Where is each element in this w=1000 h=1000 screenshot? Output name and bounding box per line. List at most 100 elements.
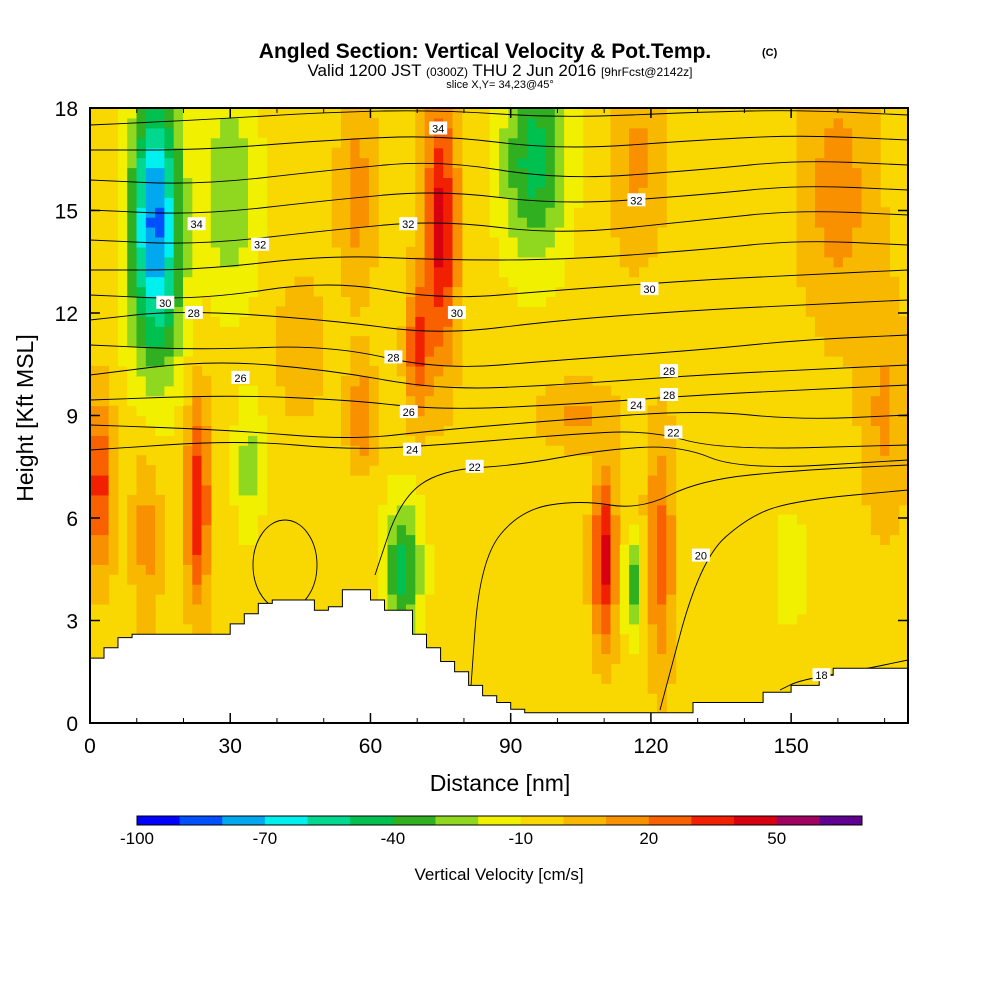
velocity-cell xyxy=(90,554,100,565)
velocity-cell xyxy=(861,137,872,149)
velocity-cell xyxy=(238,286,249,297)
velocity-cell xyxy=(647,594,658,605)
velocity-cell xyxy=(861,316,872,327)
velocity-cell xyxy=(220,237,230,248)
velocity-cell xyxy=(545,286,556,297)
velocity-cell xyxy=(192,574,203,585)
velocity-cell xyxy=(210,227,221,238)
velocity-cell xyxy=(192,157,203,169)
velocity-cell xyxy=(90,445,100,456)
velocity-cell xyxy=(424,425,435,436)
velocity-cell xyxy=(647,574,658,585)
velocity-cell xyxy=(861,395,872,407)
velocity-cell xyxy=(601,405,612,417)
velocity-cell xyxy=(164,415,175,426)
velocity-cell xyxy=(117,286,128,297)
velocity-cell xyxy=(787,564,798,575)
velocity-cell xyxy=(852,197,863,208)
velocity-cell xyxy=(406,346,416,357)
velocity-cell xyxy=(647,643,658,655)
velocity-cell xyxy=(248,177,258,188)
velocity-cell xyxy=(870,187,881,198)
velocity-cell xyxy=(805,246,816,258)
velocity-cell xyxy=(155,544,165,555)
velocity-cell xyxy=(201,554,212,565)
velocity-cell xyxy=(359,385,370,397)
velocity-cell xyxy=(127,256,138,268)
velocity-cell xyxy=(359,117,370,129)
velocity-cell xyxy=(415,395,426,407)
velocity-cell xyxy=(889,375,900,387)
velocity-cell xyxy=(657,504,667,516)
velocity-cell xyxy=(285,286,296,297)
velocity-cell xyxy=(657,524,667,536)
velocity-cell xyxy=(257,435,268,446)
velocity-cell xyxy=(183,445,193,456)
velocity-cell xyxy=(415,276,426,288)
velocity-cell xyxy=(248,494,258,506)
velocity-cell xyxy=(192,494,203,506)
velocity-cell xyxy=(861,306,872,317)
velocity-cell xyxy=(870,266,881,278)
velocity-cell xyxy=(647,663,658,674)
velocity-cell xyxy=(880,455,890,466)
velocity-cell xyxy=(192,127,203,139)
velocity-cell xyxy=(117,266,128,278)
velocity-cell xyxy=(554,385,565,397)
velocity-cell xyxy=(350,137,361,149)
velocity-cell xyxy=(415,514,426,526)
velocity-cell xyxy=(880,504,890,516)
velocity-cell xyxy=(647,187,658,198)
velocity-cell xyxy=(90,375,100,387)
velocity-cell xyxy=(164,187,175,198)
velocity-cell xyxy=(898,316,908,327)
velocity-cell xyxy=(805,137,816,149)
velocity-cell xyxy=(545,425,556,436)
velocity-cell xyxy=(303,405,314,417)
velocity-cell xyxy=(787,574,798,585)
velocity-cell xyxy=(852,356,863,367)
velocity-cell xyxy=(108,405,119,417)
velocity-cell xyxy=(136,157,147,169)
velocity-cell xyxy=(564,207,574,218)
velocity-cell xyxy=(815,256,825,268)
velocity-cell xyxy=(629,177,639,188)
velocity-cell xyxy=(526,256,537,268)
velocity-cell xyxy=(564,177,574,188)
velocity-cell xyxy=(145,534,156,545)
velocity-cell xyxy=(183,207,193,218)
velocity-cell xyxy=(238,207,249,218)
velocity-cell xyxy=(248,445,258,456)
velocity-cell xyxy=(842,217,853,228)
velocity-cell xyxy=(117,207,128,218)
velocity-cell xyxy=(155,207,165,218)
velocity-cell xyxy=(499,117,509,129)
velocity-cell xyxy=(99,395,110,407)
contour-label: 34 xyxy=(432,124,444,136)
velocity-cell xyxy=(415,167,426,178)
velocity-cell xyxy=(424,108,435,119)
velocity-cell xyxy=(452,117,463,129)
velocity-cell xyxy=(201,157,212,169)
velocity-cell xyxy=(248,227,258,238)
velocity-cell xyxy=(164,256,175,268)
velocity-cell xyxy=(824,246,835,258)
velocity-cell xyxy=(350,445,361,456)
velocity-cell xyxy=(248,475,258,486)
velocity-cell xyxy=(842,177,853,188)
velocity-cell xyxy=(870,326,881,337)
velocity-cell xyxy=(238,455,249,466)
velocity-cell xyxy=(536,187,547,198)
velocity-cell xyxy=(183,276,193,288)
velocity-cell xyxy=(406,504,416,516)
velocity-cell xyxy=(359,415,370,426)
velocity-cell xyxy=(536,425,547,436)
velocity-cell xyxy=(870,177,881,188)
velocity-cell xyxy=(183,484,193,496)
velocity-cell xyxy=(368,425,379,436)
velocity-cell xyxy=(396,484,407,496)
velocity-cell xyxy=(136,534,147,545)
velocity-cell xyxy=(145,316,156,327)
velocity-cell xyxy=(285,326,296,337)
velocity-cell xyxy=(248,246,258,258)
